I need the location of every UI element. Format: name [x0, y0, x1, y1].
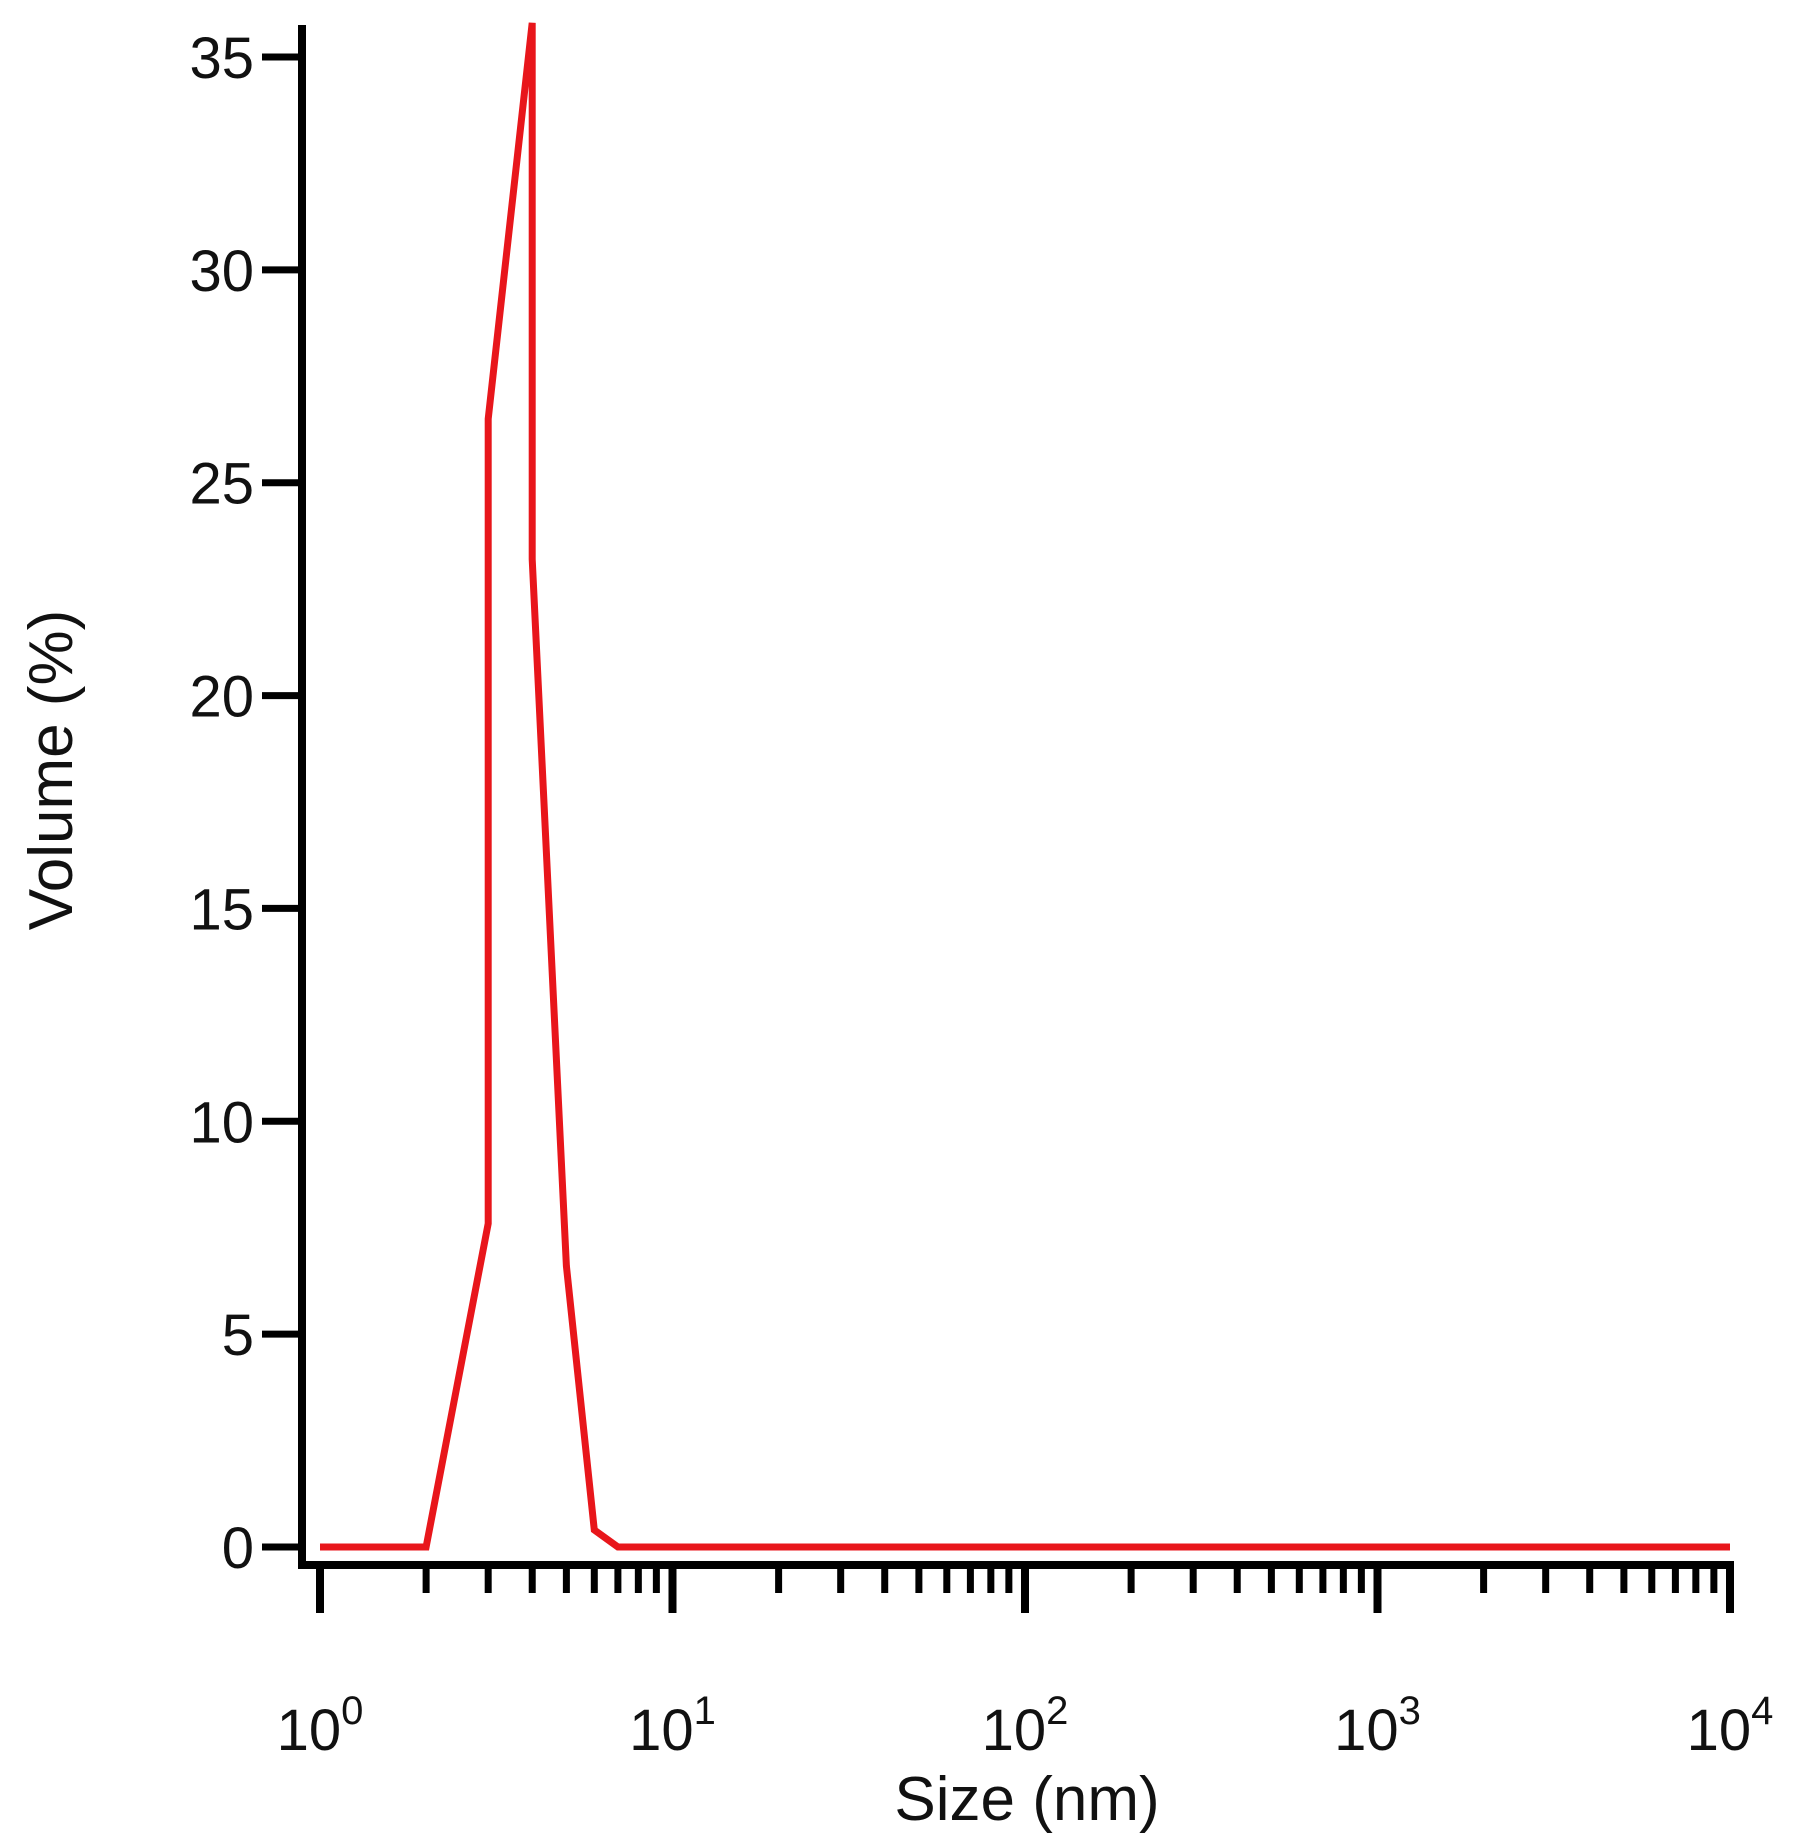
y-tick-label: 5 — [222, 1303, 254, 1368]
y-tick-label: 0 — [222, 1516, 254, 1581]
plot-area — [320, 22, 1730, 1551]
axes — [298, 25, 1734, 1569]
y-tick-label: 35 — [189, 26, 254, 91]
tick-labels: 0 5 10 15 20 25 30 35 100 101 102 103 104 — [189, 26, 1773, 1763]
x-tick-label: 102 — [982, 1689, 1069, 1763]
x-tick-label: 101 — [629, 1689, 716, 1763]
y-tick-label: 30 — [189, 239, 254, 304]
x-axis-title: Size (nm) — [894, 1765, 1159, 1834]
y-tick-label: 25 — [189, 452, 254, 517]
series-line — [320, 22, 1730, 1551]
ticks — [262, 53, 1734, 1613]
x-tick-label: 103 — [1334, 1689, 1421, 1763]
y-tick-label: 20 — [189, 665, 254, 730]
y-tick-label: 15 — [189, 877, 254, 942]
y-axis-title: Volume (%) — [17, 610, 86, 930]
x-tick-label: 100 — [277, 1689, 364, 1763]
x-tick-label: 104 — [1687, 1689, 1774, 1763]
y-tick-label: 10 — [189, 1090, 254, 1155]
